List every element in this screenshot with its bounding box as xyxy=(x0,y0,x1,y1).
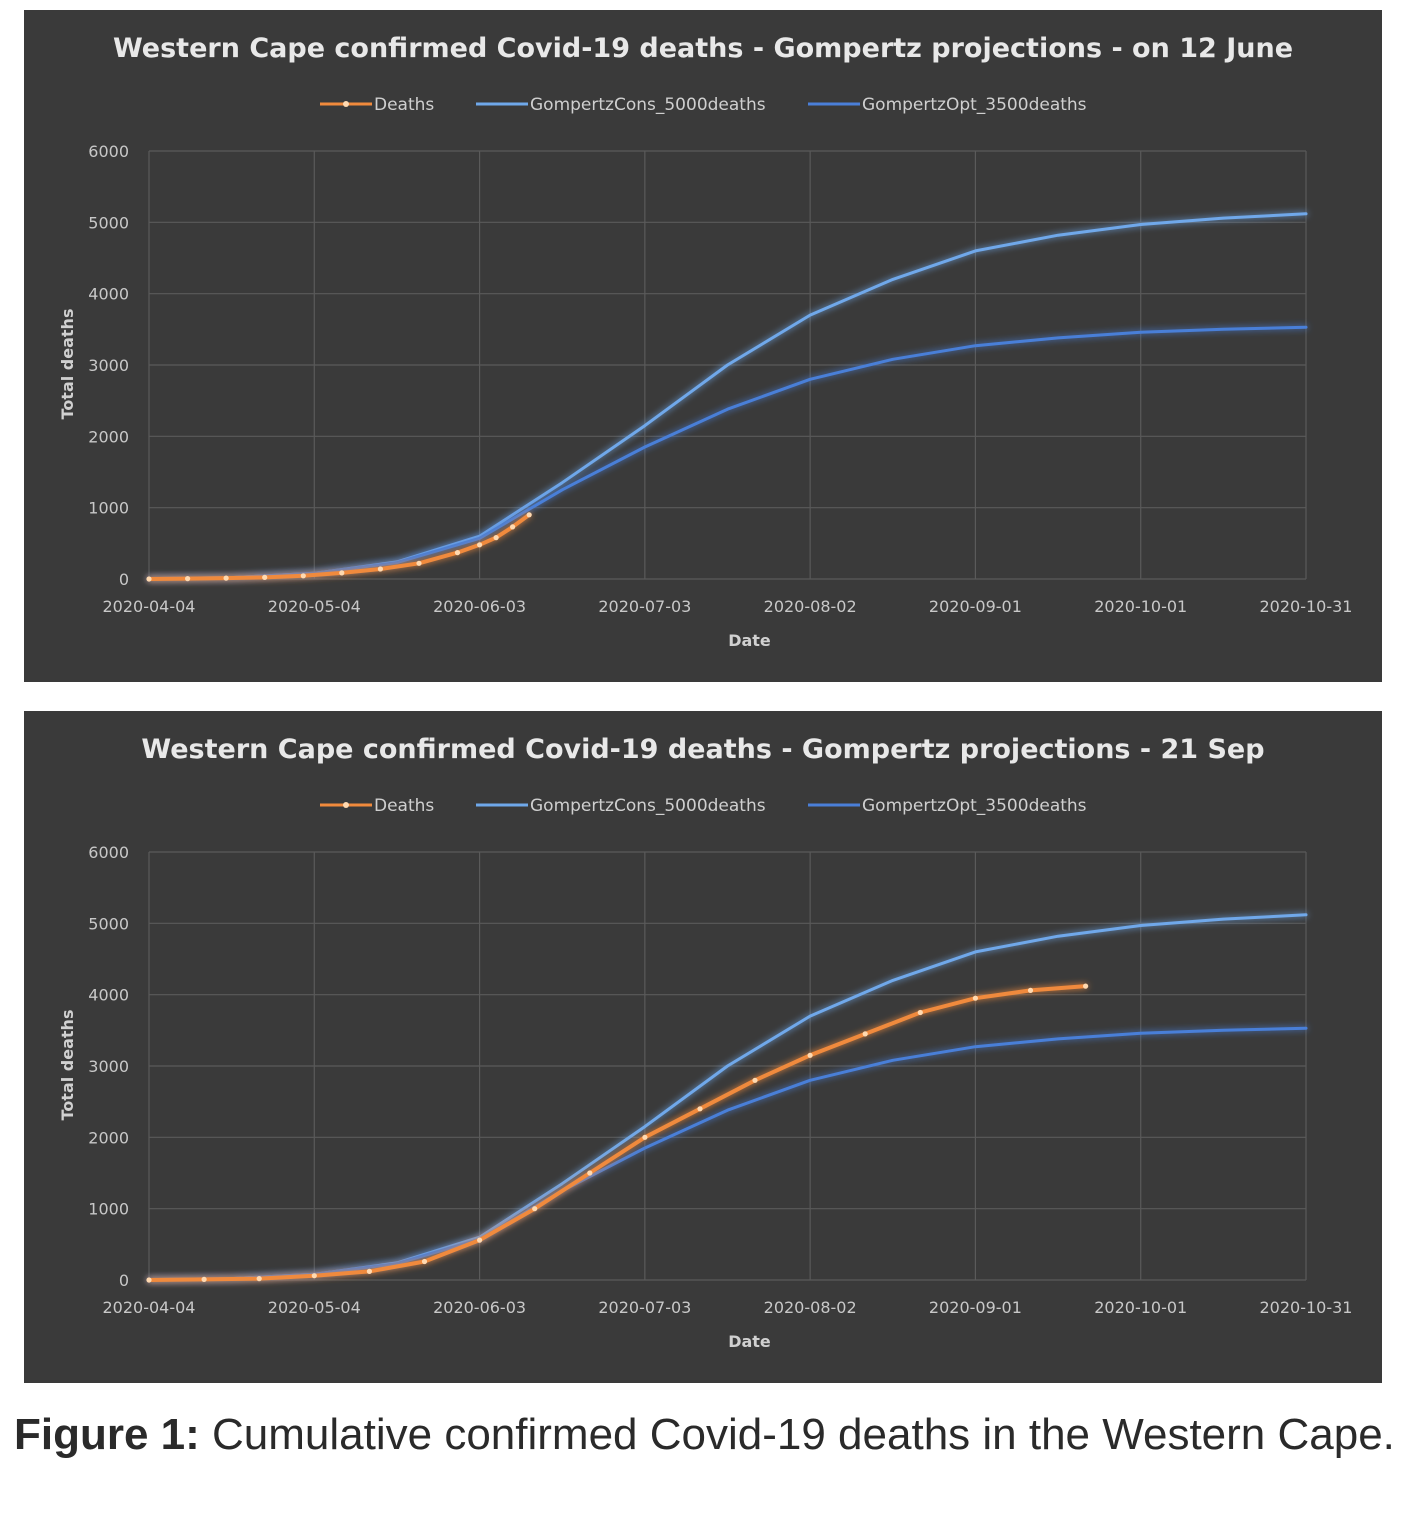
legend-label: Deaths xyxy=(374,95,434,115)
legend-label: GompertzCons_5000deaths xyxy=(530,796,766,816)
deaths-point xyxy=(477,1237,483,1243)
y-tick-label: 5000 xyxy=(88,213,129,232)
legend-item: GompertzOpt_3500deaths xyxy=(808,95,1087,115)
chart-title: Western Cape confirmed Covid-19 deaths -… xyxy=(141,734,1264,765)
legend-item: GompertzCons_5000deaths xyxy=(476,796,766,816)
deaths-point xyxy=(185,576,191,582)
chart-june: Western Cape confirmed Covid-19 deaths -… xyxy=(58,33,1353,650)
deaths-point xyxy=(493,535,499,541)
chart-panel-september: Western Cape confirmed Covid-19 deaths -… xyxy=(24,711,1382,1383)
legend-marker xyxy=(343,802,349,808)
deaths-point xyxy=(201,1276,207,1282)
legend-marker xyxy=(343,101,349,107)
y-tick-label: 3000 xyxy=(88,356,129,375)
deaths-point xyxy=(421,1258,428,1265)
deaths-point xyxy=(917,1009,923,1016)
y-tick-label: 1000 xyxy=(88,1200,129,1219)
x-tick-label: 2020-07-03 xyxy=(598,1298,691,1317)
deaths-point xyxy=(262,574,268,581)
x-tick-label: 2020-08-02 xyxy=(764,1298,857,1317)
legend-item: Deaths xyxy=(320,95,434,115)
series-line-deaths xyxy=(147,984,1088,1282)
deaths-point xyxy=(1027,987,1034,993)
legend-label: GompertzCons_5000deaths xyxy=(530,95,766,115)
deaths-point xyxy=(366,1268,372,1274)
series-line-gompertzcons-5000deaths xyxy=(147,913,1308,1282)
chart-september: Western Cape confirmed Covid-19 deaths -… xyxy=(58,734,1353,1351)
deaths-point xyxy=(223,575,229,581)
series-line-gompertzcons-5000deaths xyxy=(147,212,1308,581)
x-tick-label: 2020-09-01 xyxy=(929,597,1022,616)
deaths-point xyxy=(1083,983,1089,989)
y-tick-label: 0 xyxy=(119,570,129,589)
deaths-point xyxy=(146,576,152,582)
chart-panel-june: Western Cape confirmed Covid-19 deaths -… xyxy=(24,10,1382,682)
deaths-point xyxy=(510,524,516,530)
deaths-point xyxy=(807,1052,813,1058)
x-tick-label: 2020-05-04 xyxy=(268,597,361,616)
deaths-point xyxy=(752,1077,758,1083)
deaths-point xyxy=(377,566,383,572)
x-tick-label: 2020-10-31 xyxy=(1260,1298,1353,1317)
x-tick-label: 2020-04-04 xyxy=(103,597,196,616)
legend-item: GompertzOpt_3500deaths xyxy=(808,796,1087,816)
deaths-point xyxy=(454,550,461,556)
deaths-point xyxy=(587,1170,593,1176)
x-tick-label: 2020-10-31 xyxy=(1260,597,1353,616)
x-tick-label: 2020-06-03 xyxy=(433,1298,526,1317)
figure-label: Figure 1: xyxy=(14,1410,200,1459)
deaths-point xyxy=(477,542,483,548)
legend-item: GompertzCons_5000deaths xyxy=(476,95,766,115)
x-axis-title: Date xyxy=(728,1332,771,1351)
deaths-point xyxy=(532,1206,538,1212)
x-tick-label: 2020-10-01 xyxy=(1094,597,1187,616)
y-tick-label: 2000 xyxy=(88,427,129,446)
deaths-point xyxy=(697,1106,703,1112)
y-tick-label: 6000 xyxy=(88,843,129,862)
deaths-point xyxy=(972,995,979,1001)
chart-title: Western Cape confirmed Covid-19 deaths -… xyxy=(113,33,1293,64)
legend-item: Deaths xyxy=(320,796,434,816)
y-axis-title: Total deaths xyxy=(58,1010,77,1121)
x-axis-title: Date xyxy=(728,631,771,650)
x-tick-label: 2020-08-02 xyxy=(764,597,857,616)
series-line-gompertzopt-3500deaths xyxy=(147,1026,1308,1282)
deaths-point xyxy=(339,570,345,576)
figure-caption-text: Cumulative confirmed Covid-19 deaths in … xyxy=(199,1410,1395,1459)
deaths-point xyxy=(642,1134,648,1140)
y-tick-label: 6000 xyxy=(88,142,129,161)
legend-label: Deaths xyxy=(374,796,434,816)
x-tick-label: 2020-06-03 xyxy=(433,597,526,616)
deaths-point xyxy=(300,573,306,579)
y-tick-label: 5000 xyxy=(88,914,129,933)
deaths-point xyxy=(256,1276,262,1282)
y-tick-label: 1000 xyxy=(88,499,129,518)
y-axis-title: Total deaths xyxy=(58,309,77,420)
y-tick-label: 4000 xyxy=(88,986,129,1005)
legend-label: GompertzOpt_3500deaths xyxy=(862,95,1087,115)
x-tick-label: 2020-10-01 xyxy=(1094,1298,1187,1317)
x-tick-label: 2020-04-04 xyxy=(103,1298,196,1317)
series-line-gompertzopt-3500deaths xyxy=(147,325,1308,581)
x-tick-label: 2020-07-03 xyxy=(598,597,691,616)
deaths-point xyxy=(526,512,532,518)
deaths-point xyxy=(862,1031,868,1037)
y-tick-label: 4000 xyxy=(88,285,129,304)
y-tick-label: 2000 xyxy=(88,1128,129,1147)
deaths-point xyxy=(416,560,422,566)
figure-caption: Figure 1: Cumulative confirmed Covid-19 … xyxy=(14,1404,1404,1466)
legend-label: GompertzOpt_3500deaths xyxy=(862,796,1087,816)
deaths-point xyxy=(146,1277,152,1283)
x-tick-label: 2020-05-04 xyxy=(268,1298,361,1317)
y-tick-label: 0 xyxy=(119,1271,129,1290)
y-tick-label: 3000 xyxy=(88,1057,129,1076)
x-tick-label: 2020-09-01 xyxy=(929,1298,1022,1317)
deaths-point xyxy=(311,1273,317,1279)
